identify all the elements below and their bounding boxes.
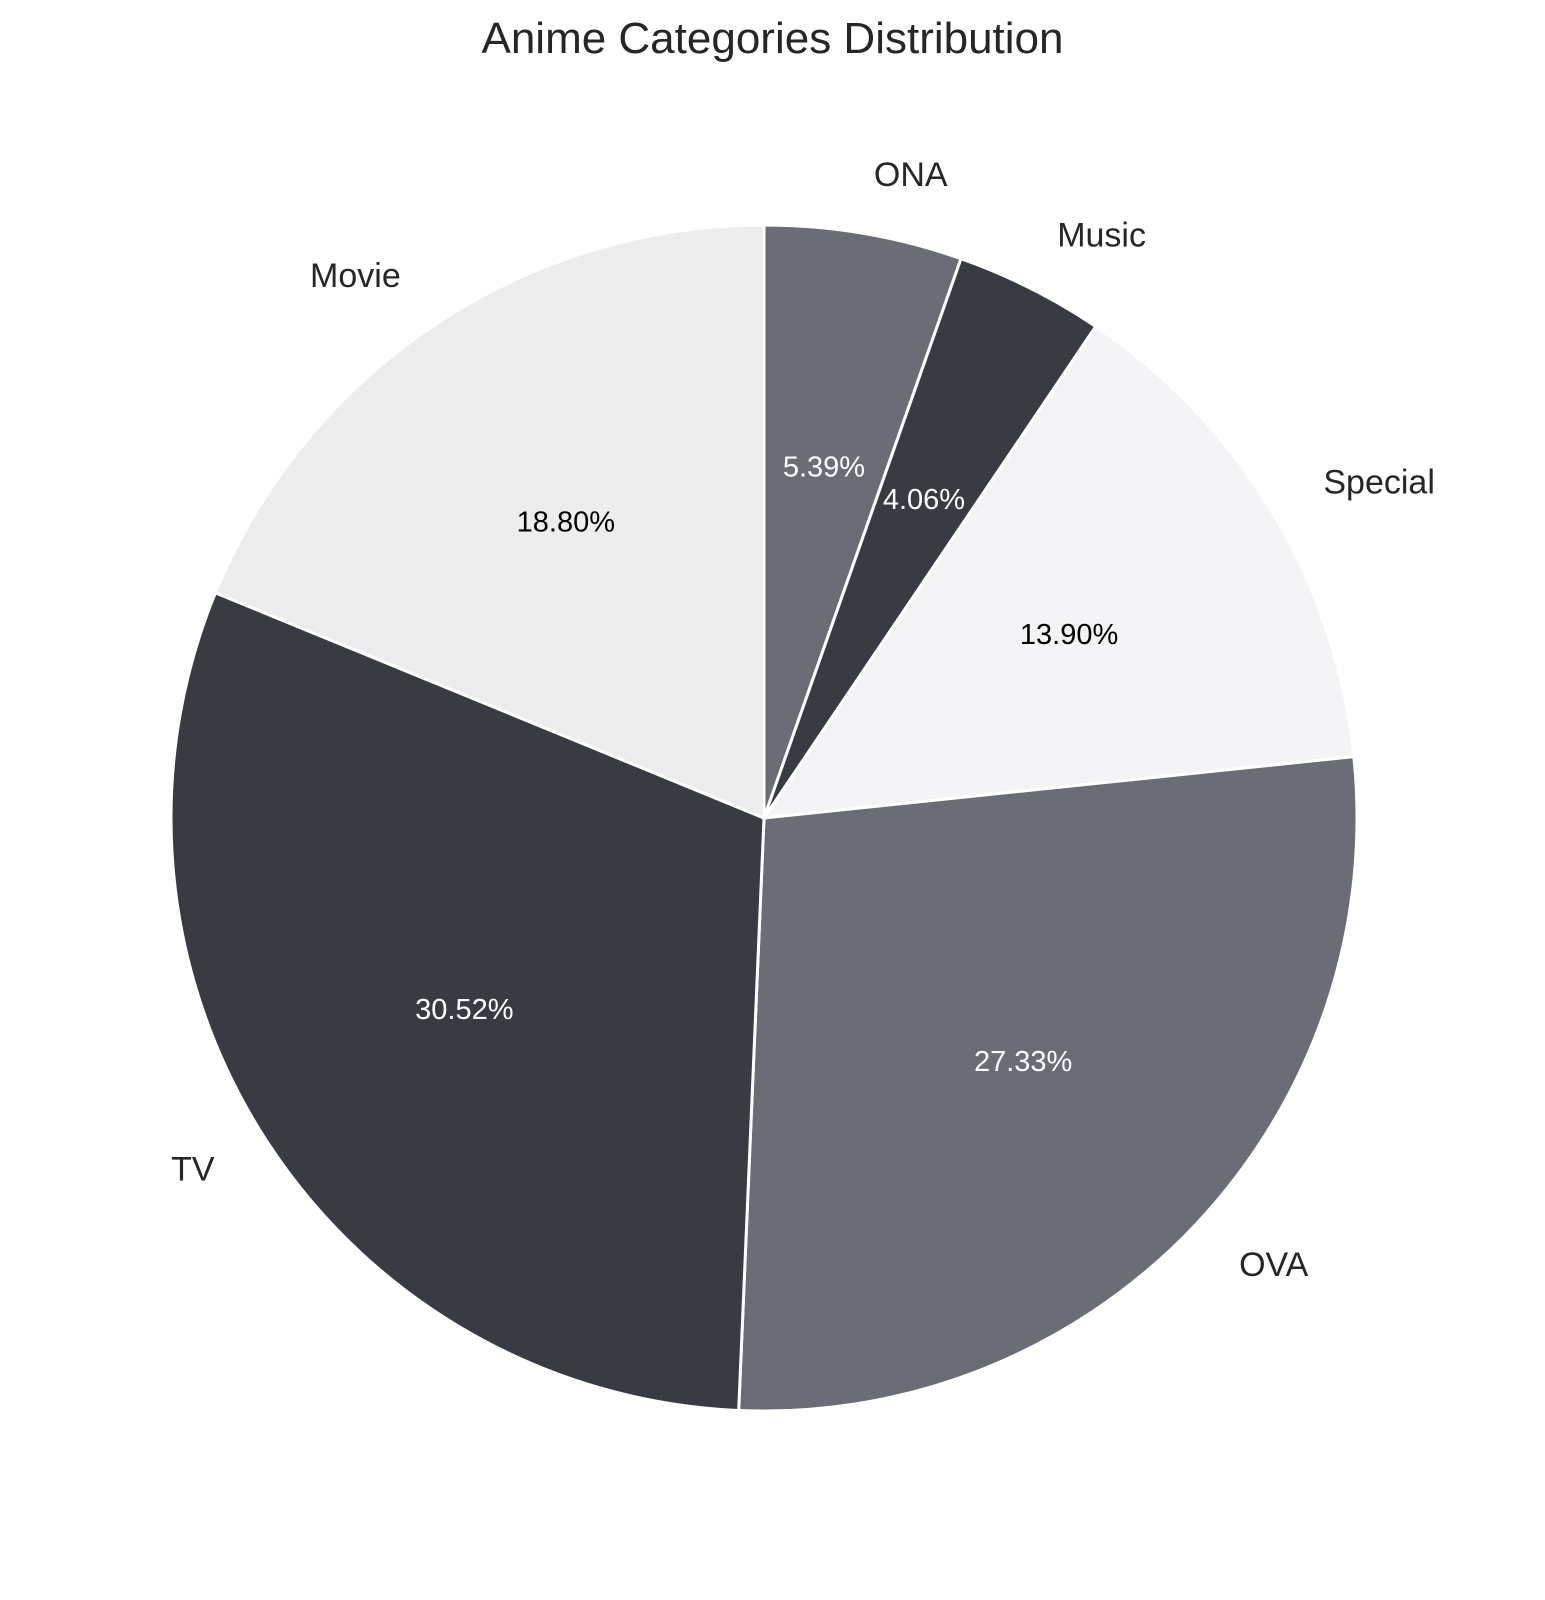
pct-label-ona: 5.39% [783,451,865,483]
pie-slice-ona [762,223,963,819]
category-label-ona: ONA [874,156,948,194]
pct-label-ova: 27.33% [974,1046,1072,1078]
chart-title: Anime Categories Distribution [481,14,1064,63]
pct-label-music: 4.06% [883,484,965,516]
category-label-movie: Movie [310,257,401,295]
pct-label-special: 13.90% [1020,619,1118,651]
category-label-music: Music [1057,216,1146,254]
category-label-special: Special [1323,463,1435,501]
pct-label-movie: 18.80% [517,506,615,538]
pie-labels: 5.39% ONA 4.06% Music 13.90% Special 27.33% OVA… [171,156,1435,1284]
category-label-ova: OVA [1239,1246,1309,1284]
pie-slice-ova [737,754,1359,1413]
pie-slice-special [760,324,1356,820]
category-label-tv: TV [171,1151,215,1189]
pie-slices [169,223,1359,1413]
pie-slice-movie [213,223,766,821]
pie-slice-tv [169,590,766,1413]
pct-label-tv: 30.52% [415,994,513,1026]
